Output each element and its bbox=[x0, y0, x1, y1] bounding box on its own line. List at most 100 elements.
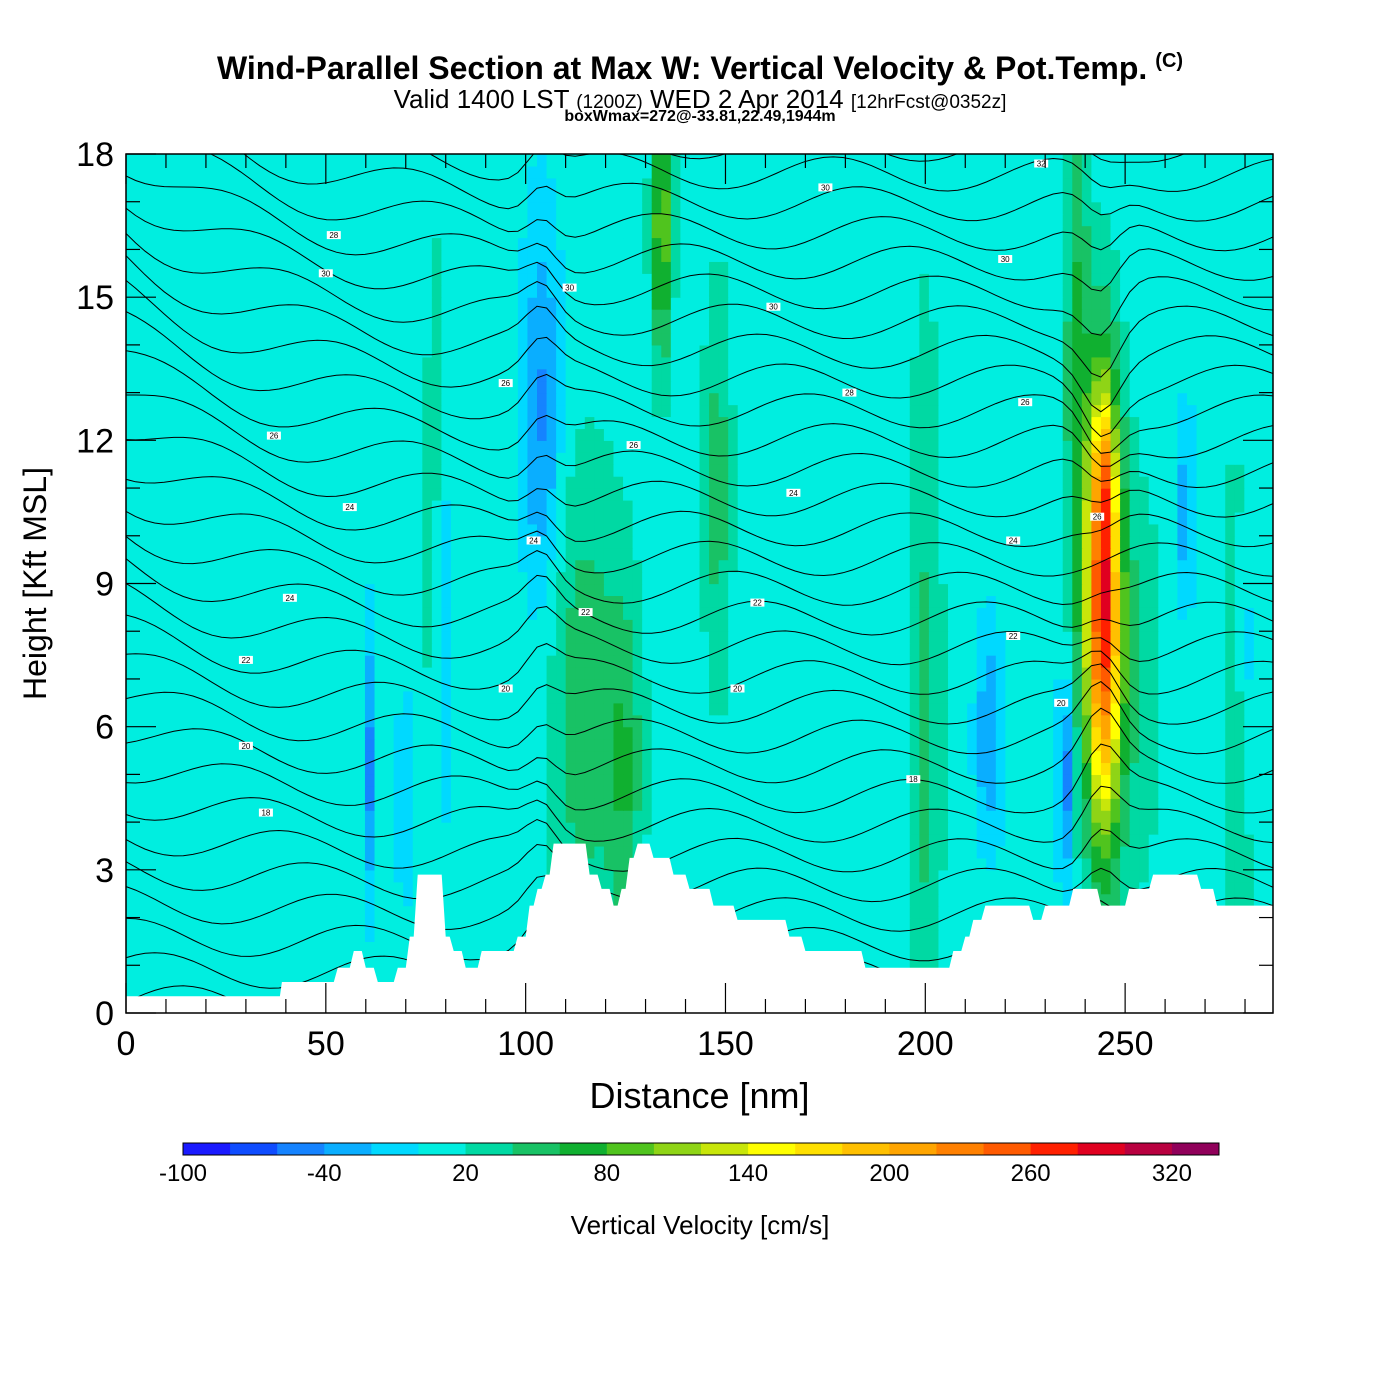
field-cell bbox=[986, 834, 997, 847]
field-cell bbox=[288, 702, 299, 716]
field-cell bbox=[775, 810, 787, 823]
field-cell bbox=[145, 989, 156, 1002]
field-cell bbox=[804, 726, 815, 740]
field-cell bbox=[928, 667, 940, 680]
field-cell bbox=[1005, 655, 1016, 668]
field-cell bbox=[393, 535, 404, 549]
field-cell bbox=[661, 822, 672, 835]
field-cell bbox=[957, 762, 968, 775]
field-cell bbox=[1148, 678, 1159, 692]
field-cell bbox=[1081, 702, 1092, 716]
field-cell bbox=[795, 929, 806, 943]
field-cell bbox=[747, 678, 758, 692]
field-cell bbox=[594, 845, 605, 859]
field-cell bbox=[336, 643, 347, 656]
field-cell bbox=[278, 917, 290, 931]
field-cell bbox=[145, 929, 156, 943]
field-cell bbox=[900, 834, 911, 847]
field-cell bbox=[804, 881, 815, 895]
field-cell bbox=[1062, 702, 1073, 716]
field-cell bbox=[957, 798, 968, 811]
field-cell bbox=[861, 583, 873, 597]
field-cell bbox=[517, 893, 529, 907]
field-cell bbox=[1091, 810, 1102, 823]
field-cell bbox=[412, 726, 423, 740]
field-cell bbox=[384, 917, 395, 931]
field-cell bbox=[1253, 762, 1265, 775]
field-cell bbox=[441, 571, 452, 585]
field-cell bbox=[556, 511, 567, 525]
field-cell bbox=[871, 678, 882, 692]
field-cell bbox=[403, 535, 414, 549]
field-cell bbox=[1158, 678, 1169, 692]
field-cell bbox=[938, 583, 949, 597]
field-cell bbox=[709, 547, 720, 561]
field-cell bbox=[823, 905, 834, 919]
field-cell bbox=[852, 583, 863, 597]
field-cell bbox=[986, 845, 997, 859]
field-cell bbox=[1062, 607, 1073, 620]
field-cell bbox=[814, 690, 825, 704]
field-cell bbox=[431, 559, 443, 573]
field-cell bbox=[1072, 667, 1083, 680]
field-cell bbox=[823, 822, 834, 835]
field-cell bbox=[192, 535, 204, 549]
field-cell bbox=[345, 559, 356, 573]
field-cell bbox=[250, 786, 261, 799]
field-cell bbox=[374, 631, 385, 644]
field-cell bbox=[871, 631, 882, 644]
field-cell bbox=[479, 869, 490, 883]
field-cell bbox=[766, 798, 777, 811]
field-cell bbox=[967, 869, 978, 883]
field-cell bbox=[833, 917, 844, 931]
field-cell bbox=[231, 714, 242, 728]
field-cell bbox=[307, 786, 318, 799]
field-cell bbox=[269, 941, 280, 954]
field-cell bbox=[326, 905, 337, 919]
field-cell bbox=[709, 869, 720, 883]
field-cell bbox=[403, 559, 414, 573]
field-cell bbox=[785, 917, 796, 931]
field-cell bbox=[890, 917, 901, 931]
field-cell bbox=[995, 583, 1006, 597]
field-cell bbox=[307, 702, 318, 716]
field-cell bbox=[1186, 786, 1198, 799]
field-cell bbox=[1253, 822, 1265, 835]
field-cell bbox=[135, 786, 146, 799]
field-cell bbox=[173, 738, 184, 752]
field-cell bbox=[1043, 571, 1054, 585]
field-cell bbox=[986, 750, 997, 764]
field-cell bbox=[804, 822, 815, 835]
field-cell bbox=[699, 798, 710, 811]
field-cell bbox=[556, 559, 567, 573]
field-cell bbox=[556, 690, 567, 704]
field-cell bbox=[1139, 786, 1150, 799]
field-cell bbox=[422, 726, 433, 740]
field-cell bbox=[317, 941, 328, 954]
field-cell bbox=[412, 690, 423, 704]
field-cell bbox=[766, 690, 777, 704]
field-cell bbox=[489, 702, 500, 716]
field-cell bbox=[833, 857, 844, 871]
field-cell bbox=[231, 786, 242, 799]
field-cell bbox=[1196, 857, 1207, 871]
field-cell bbox=[374, 822, 385, 835]
field-cell bbox=[317, 869, 328, 883]
field-cell bbox=[603, 631, 615, 644]
field-cell bbox=[345, 595, 356, 608]
field-cell bbox=[1005, 774, 1016, 787]
field-cell bbox=[1014, 726, 1026, 740]
field-cell bbox=[852, 917, 863, 931]
field-cell bbox=[164, 989, 175, 1002]
field-cell bbox=[986, 667, 997, 680]
field-cell bbox=[756, 881, 768, 895]
field-cell bbox=[1234, 798, 1245, 811]
field-cell bbox=[259, 762, 270, 775]
field-cell bbox=[928, 702, 940, 716]
field-cell bbox=[967, 678, 978, 692]
field-cell bbox=[728, 523, 739, 537]
field-cell bbox=[594, 643, 605, 656]
field-cell bbox=[508, 547, 519, 561]
field-cell bbox=[613, 619, 624, 632]
field-cell bbox=[613, 834, 624, 847]
